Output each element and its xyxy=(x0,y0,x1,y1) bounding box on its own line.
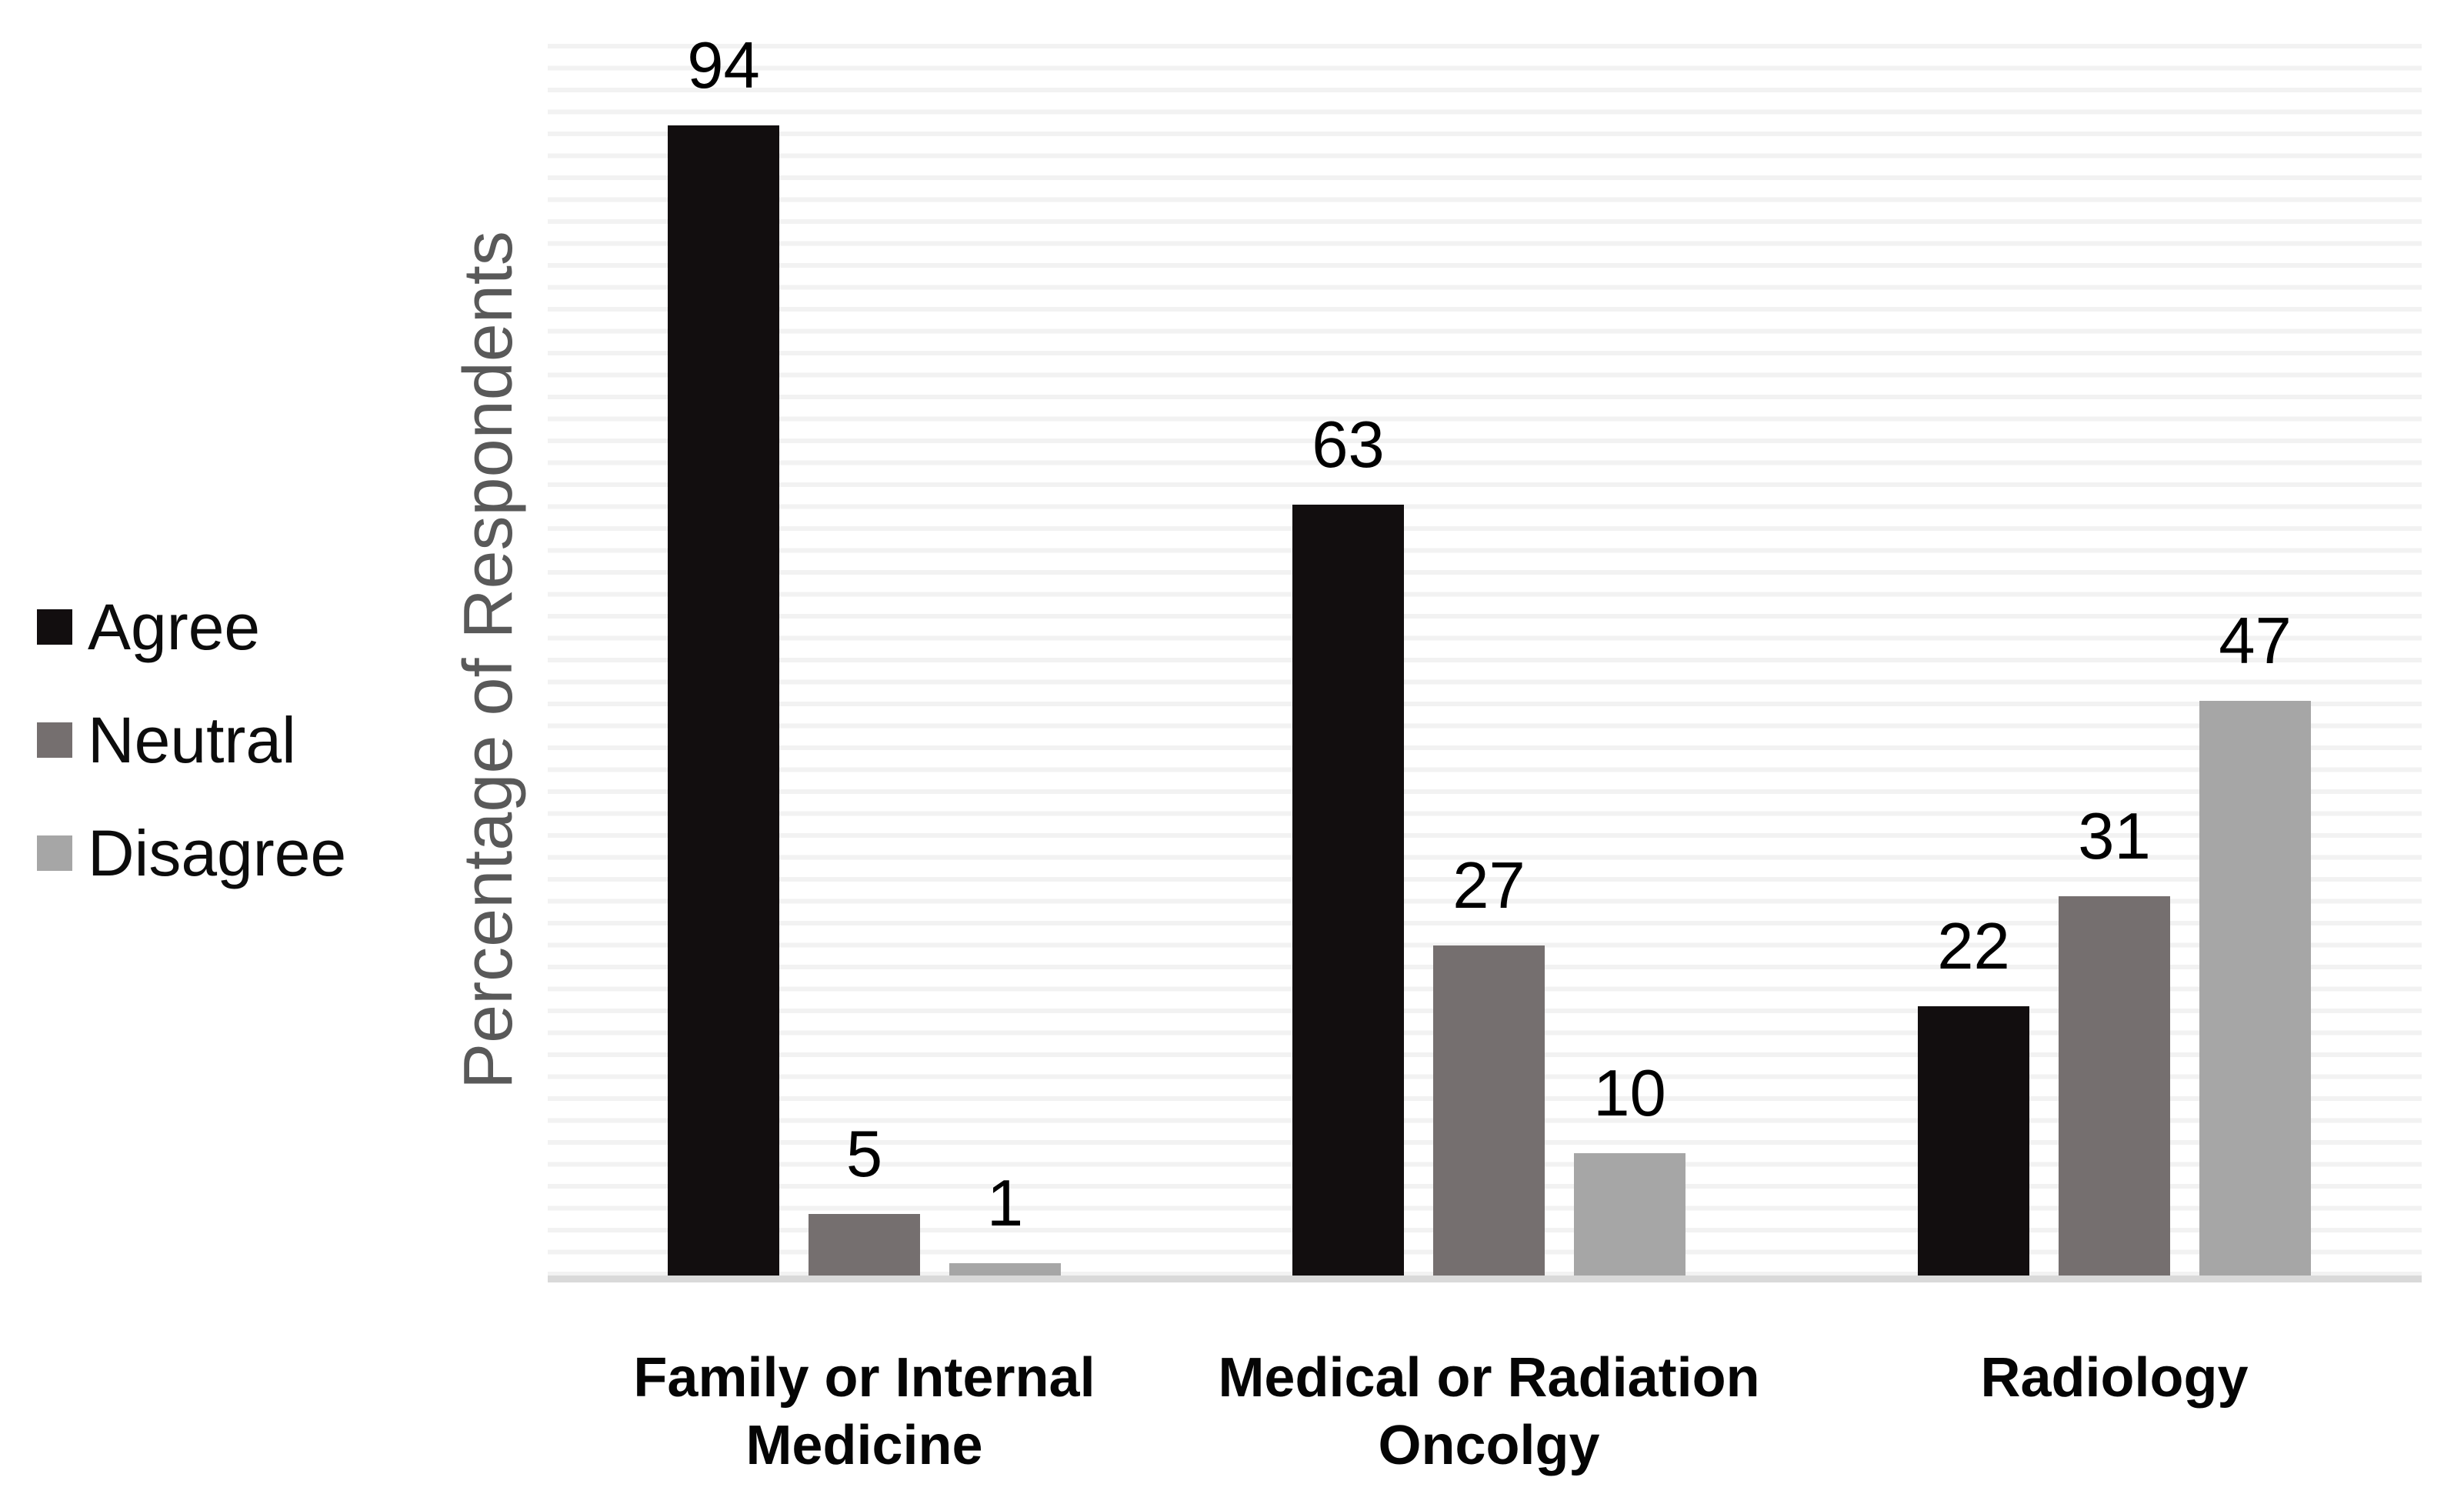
legend-item-agree: Agree xyxy=(37,592,346,662)
plot-area: 94 5 1 63 27 10 22 31 47 xyxy=(548,33,2422,1276)
legend-label: Disagree xyxy=(88,817,347,889)
value-label: 94 xyxy=(687,29,760,102)
value-label: 47 xyxy=(2219,605,2292,678)
category-label-2: Medical or Radiation Oncolgy xyxy=(1218,1347,1760,1476)
category-label-1: Family or Internal Medicine xyxy=(633,1347,1095,1476)
category-label-3: Radiology xyxy=(1980,1347,2249,1409)
legend-label: Agree xyxy=(88,591,261,663)
legend-item-disagree: Disagree xyxy=(37,819,346,888)
value-label: 27 xyxy=(1452,849,1525,922)
bar-agree-group1 xyxy=(668,125,779,1276)
bar-neutral-group3 xyxy=(2059,896,2170,1276)
legend-label: Neutral xyxy=(88,704,296,776)
bar-disagree-group3 xyxy=(2199,701,2311,1276)
bar-disagree-group2 xyxy=(1574,1153,1685,1276)
bar-neutral-group1 xyxy=(809,1214,920,1276)
x-axis-line xyxy=(548,1276,2422,1282)
value-label: 22 xyxy=(1937,910,2010,983)
value-label: 1 xyxy=(986,1167,1024,1240)
bar-agree-group3 xyxy=(1918,1006,2029,1276)
legend-swatch-disagree xyxy=(37,835,72,871)
value-label: 10 xyxy=(1593,1057,1666,1130)
y-axis-label: Percentage of Respondents xyxy=(450,230,527,1089)
legend-item-neutral: Neutral xyxy=(37,705,346,775)
legend-swatch-agree xyxy=(37,609,72,645)
legend-swatch-neutral xyxy=(37,722,72,758)
bar-neutral-group2 xyxy=(1433,945,1545,1276)
value-label: 5 xyxy=(845,1118,883,1191)
value-label: 31 xyxy=(2078,800,2151,873)
bar-disagree-group1 xyxy=(949,1263,1061,1276)
y-axis-label-wrap: Percentage of Respondents xyxy=(427,44,550,1276)
bar-agree-group2 xyxy=(1292,505,1404,1276)
value-label: 63 xyxy=(1312,409,1385,482)
legend: Agree Neutral Disagree xyxy=(37,592,346,888)
